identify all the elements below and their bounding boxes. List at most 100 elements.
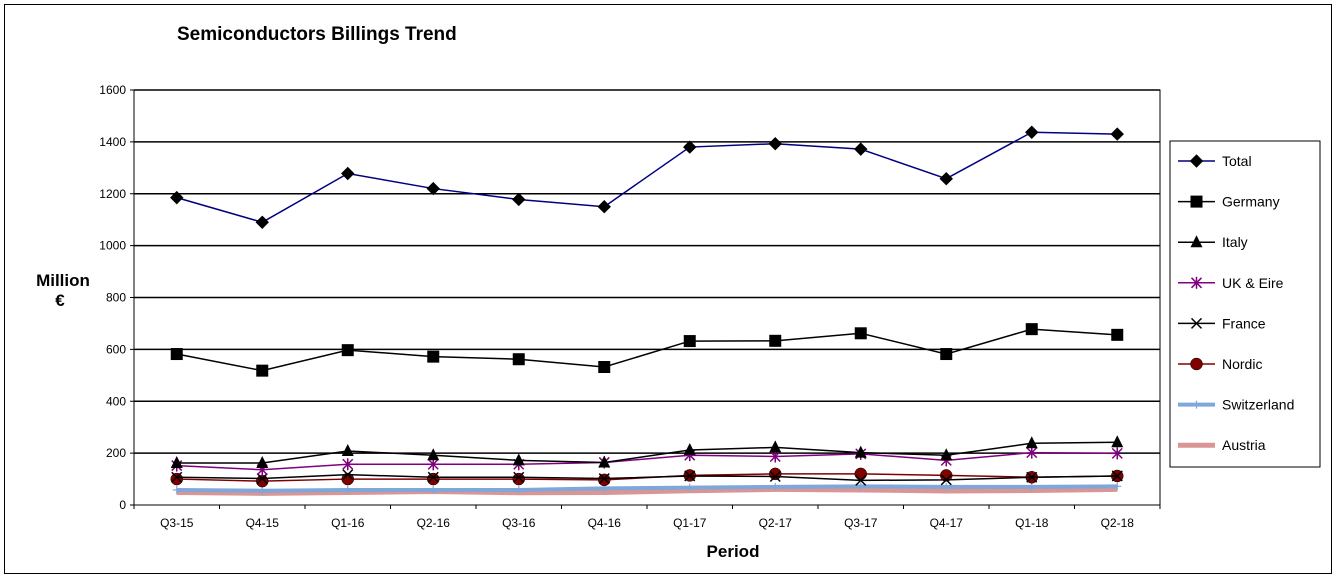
legend-label-austria: Austria — [1222, 437, 1266, 453]
data-point-uk-eire — [1111, 447, 1123, 460]
data-point-france — [256, 473, 268, 485]
y-tick-label: 1000 — [99, 239, 126, 253]
legend-label-france: France — [1222, 315, 1266, 331]
legend-label-total: Total — [1222, 153, 1252, 169]
y-tick-label: 0 — [119, 498, 126, 512]
marker-stroke — [769, 470, 781, 482]
data-point-france — [171, 471, 183, 483]
legend-label-nordic: Nordic — [1222, 356, 1262, 372]
y-tick-label: 1400 — [99, 135, 126, 149]
data-point-germany — [1025, 323, 1038, 336]
data-point-italy — [256, 455, 269, 468]
data-point-switzerland — [771, 482, 780, 491]
series-total — [170, 125, 1124, 229]
data-point-germany — [940, 348, 953, 361]
series-austria — [176, 486, 1118, 496]
legend-marker-uk-eire — [1190, 276, 1203, 289]
x-tick-label: Q2-18 — [1101, 516, 1135, 530]
data-point-germany — [598, 361, 611, 374]
series-line-germany — [176, 328, 1118, 372]
data-point-france — [598, 473, 610, 485]
data-point-germany — [683, 335, 696, 348]
data-point-italy — [341, 444, 354, 457]
legend-marker-france — [1190, 317, 1203, 329]
series-line-italy — [176, 441, 1118, 464]
data-point-france — [1026, 471, 1038, 483]
data-point-nordic — [598, 473, 611, 487]
data-point-uk-eire — [769, 450, 781, 463]
data-point-france — [427, 471, 439, 483]
y-tick-label: 1200 — [99, 187, 126, 201]
series-france — [171, 469, 1123, 486]
data-point-france — [940, 474, 952, 486]
data-point-switzerland — [685, 483, 694, 492]
x-tick-label: Q3-15 — [160, 516, 194, 530]
marker-stroke — [1190, 317, 1203, 329]
data-point-total — [1110, 127, 1124, 141]
data-point-nordic — [427, 472, 440, 486]
legend-label-uk-eire: UK & Eire — [1222, 275, 1284, 291]
data-point-uk-eire — [1026, 446, 1038, 459]
data-point-uk-eire — [342, 458, 354, 471]
data-point-total — [683, 140, 697, 154]
legend-box — [1169, 140, 1321, 468]
data-point-italy — [1025, 436, 1038, 449]
y-tick-label: 800 — [106, 291, 126, 305]
legend-marker-total — [1189, 154, 1204, 168]
x-tick-label: Q3-17 — [844, 516, 878, 530]
chart-frame — [4, 4, 1332, 574]
legend-label-switzerland: Switzerland — [1222, 397, 1294, 413]
data-point-nordic — [341, 472, 354, 486]
y-tick-label: 200 — [106, 446, 126, 460]
data-point-total — [426, 181, 440, 196]
data-point-uk-eire — [427, 458, 439, 471]
data-point-france — [769, 470, 781, 482]
data-point-total — [854, 142, 868, 156]
x-tick-label: Q1-18 — [1015, 516, 1049, 530]
data-point-italy — [854, 445, 867, 458]
marker-stroke — [513, 471, 525, 483]
data-point-france — [342, 469, 354, 481]
series-italy — [170, 435, 1124, 468]
marker-stroke — [598, 473, 610, 485]
x-tick-label: Q4-16 — [588, 516, 622, 530]
series-line-total — [176, 131, 1118, 224]
y-tick-label: 400 — [106, 394, 126, 408]
data-point-switzerland — [514, 485, 523, 494]
marker-stroke — [256, 473, 268, 485]
data-point-italy — [769, 440, 782, 453]
data-point-nordic — [256, 474, 269, 488]
data-point-italy — [427, 448, 440, 461]
marker-stroke — [1111, 470, 1123, 482]
marker-stroke — [684, 470, 696, 482]
data-point-nordic — [769, 467, 782, 481]
data-point-total — [512, 192, 526, 207]
data-point-germany — [341, 344, 354, 357]
data-point-total — [1025, 125, 1039, 139]
data-point-germany — [512, 353, 525, 366]
data-point-switzerland — [258, 486, 267, 495]
data-point-italy — [683, 443, 696, 456]
data-point-germany — [170, 348, 183, 361]
data-point-germany — [427, 350, 440, 363]
legend-marker-germany — [1190, 195, 1203, 208]
data-point-nordic — [170, 472, 183, 486]
data-point-france — [684, 470, 696, 482]
data-point-switzerland — [856, 482, 865, 491]
legend-marker-nordic — [1190, 357, 1203, 371]
data-point-total — [939, 171, 953, 186]
data-point-france — [513, 471, 525, 483]
y-tick-label: 1600 — [99, 83, 126, 97]
data-point-switzerland — [172, 485, 181, 494]
data-point-italy — [598, 455, 611, 468]
data-point-italy — [940, 448, 953, 461]
y-tick-label: 600 — [106, 342, 126, 356]
data-point-germany — [1111, 328, 1124, 341]
data-point-total — [597, 200, 611, 214]
x-tick-label: Q2-16 — [417, 516, 451, 530]
marker-stroke — [940, 474, 952, 486]
data-point-switzerland — [1027, 482, 1036, 491]
legend-marker-italy — [1190, 235, 1203, 248]
data-point-switzerland — [1113, 482, 1122, 491]
